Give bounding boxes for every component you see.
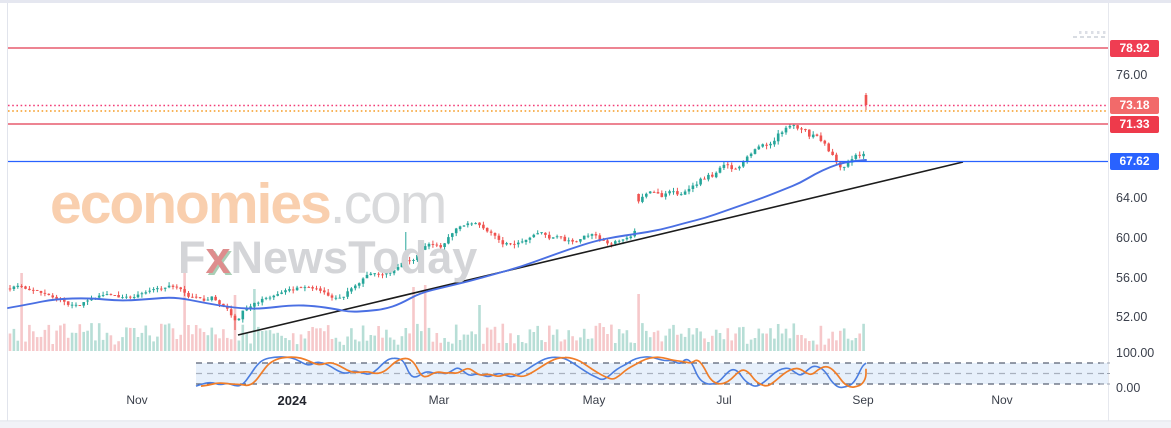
price-level-badge-67.62[interactable]: 67.62 <box>1110 153 1159 170</box>
stochastic-fast-line <box>195 356 867 389</box>
moving-average-line <box>7 159 867 313</box>
price-level-badge-73.18[interactable]: 73.18 <box>1110 97 1159 114</box>
price-tick-label: 100.00 <box>1116 346 1155 360</box>
trendline[interactable] <box>237 161 964 336</box>
time-tick-label-may: May <box>582 393 606 407</box>
price-level-badge-71.33[interactable]: 71.33 <box>1110 115 1159 133</box>
stochastic-slow-line <box>200 356 867 388</box>
oscillator-band <box>196 362 1110 385</box>
time-tick-label-jul: Jul <box>716 393 732 407</box>
time-tick-label-mar: Mar <box>428 393 450 407</box>
price-tick-label: 64.00 <box>1116 191 1148 205</box>
time-tick-label-2024: 2024 <box>277 393 307 408</box>
candles <box>8 93 868 330</box>
time-tick-label-sep: Sep <box>852 393 874 407</box>
price-level-badge-78.92[interactable]: 78.92 <box>1110 39 1159 57</box>
time-tick-label-nov: Nov <box>991 393 1013 407</box>
faded-high-marker <box>1073 31 1107 38</box>
chart-frame <box>0 3 1171 422</box>
price-tick-label: 56.00 <box>1116 271 1148 285</box>
price-tick-label: 60.00 <box>1116 231 1148 245</box>
volume-bars <box>8 271 865 351</box>
price-tick-label: 52.00 <box>1116 310 1148 324</box>
top-border <box>0 0 1171 3</box>
price-tick-label: 76.00 <box>1116 68 1148 82</box>
bottom-border <box>0 422 1171 428</box>
price-tick-label: 0.00 <box>1116 381 1141 395</box>
time-tick-label-nov: Nov <box>126 393 148 407</box>
